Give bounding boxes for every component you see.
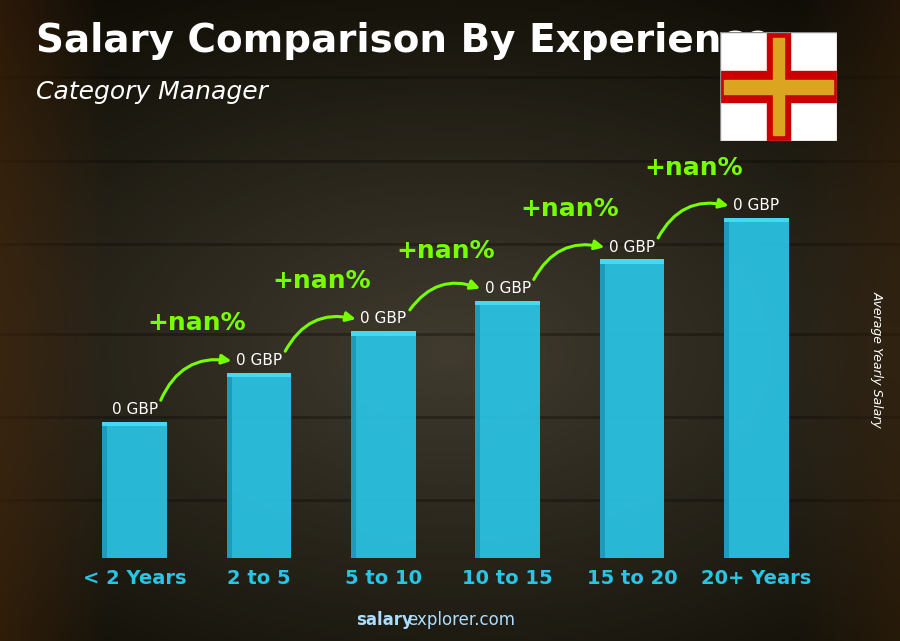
Bar (724, 218, 788, 558)
Bar (724, 79, 832, 94)
Text: 0 GBP: 0 GBP (609, 240, 655, 254)
Text: +nan%: +nan% (396, 239, 495, 263)
Text: explorer.com: explorer.com (407, 612, 515, 629)
Bar (351, 331, 356, 558)
Bar (475, 301, 540, 558)
Text: +nan%: +nan% (520, 197, 619, 222)
Bar (475, 301, 540, 305)
Bar (227, 372, 231, 558)
Bar (475, 301, 481, 558)
Text: 0 GBP: 0 GBP (360, 312, 407, 326)
Text: Average Yearly Salary: Average Yearly Salary (871, 290, 884, 428)
Text: +nan%: +nan% (272, 269, 371, 294)
Bar (720, 71, 837, 102)
Text: 0 GBP: 0 GBP (112, 402, 158, 417)
Bar (103, 422, 167, 426)
Bar (724, 218, 729, 558)
Bar (103, 422, 167, 558)
Bar (767, 32, 790, 141)
Bar (227, 372, 292, 558)
Bar (351, 331, 416, 558)
Bar (599, 259, 664, 264)
Text: +nan%: +nan% (644, 156, 743, 180)
Text: Category Manager: Category Manager (36, 80, 268, 104)
Bar (773, 38, 784, 135)
Text: salary: salary (356, 612, 413, 629)
Text: 0 GBP: 0 GBP (484, 281, 531, 296)
Bar (724, 218, 788, 222)
Bar (227, 372, 292, 377)
Text: +nan%: +nan% (148, 311, 247, 335)
Bar (103, 422, 107, 558)
Text: 0 GBP: 0 GBP (734, 198, 779, 213)
Text: 0 GBP: 0 GBP (236, 353, 282, 368)
Bar (351, 331, 416, 336)
Bar (599, 259, 664, 558)
Text: Salary Comparison By Experience: Salary Comparison By Experience (36, 22, 770, 60)
Bar (599, 259, 605, 558)
